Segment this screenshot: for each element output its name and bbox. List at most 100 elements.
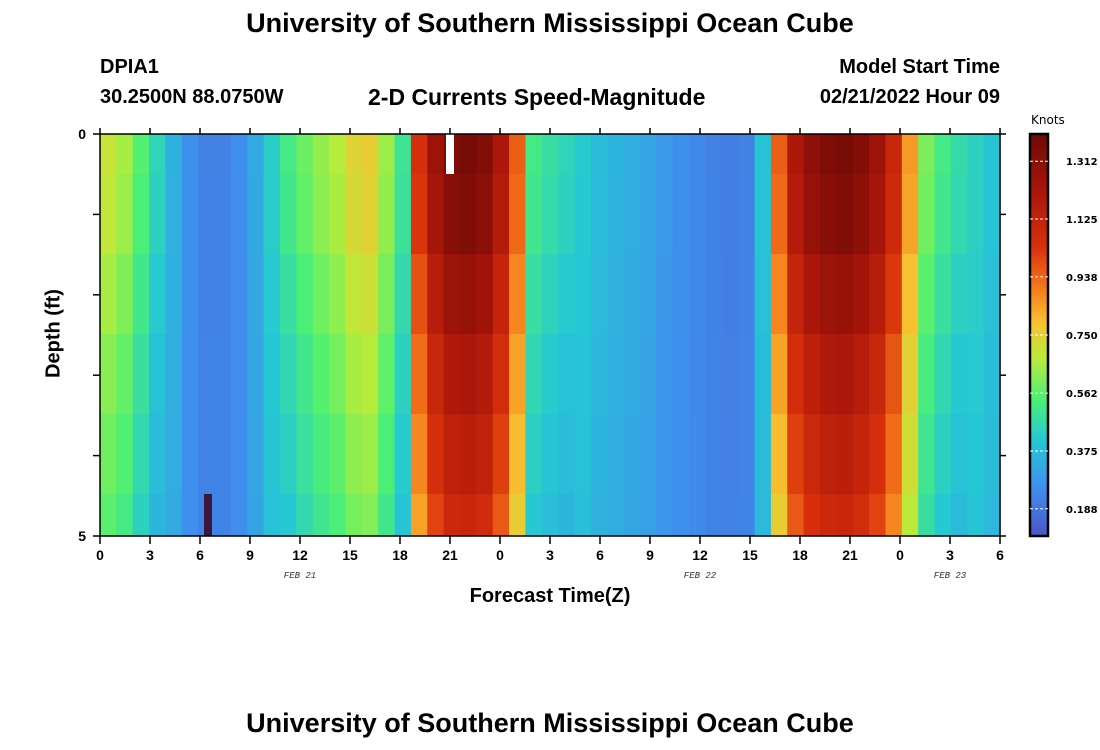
heatmap-cell — [329, 414, 347, 494]
colorbar-tick-label: 0.562 — [1066, 389, 1098, 400]
heatmap-cell — [623, 254, 641, 334]
heatmap-cell — [803, 494, 821, 536]
heatmap-cell — [181, 174, 199, 254]
heatmap-cell — [950, 414, 968, 494]
heatmap-cell — [558, 334, 576, 414]
heatmap-cell — [836, 334, 854, 414]
heatmap-cell — [165, 254, 183, 334]
heatmap-cell — [623, 174, 641, 254]
heatmap-cell — [607, 334, 625, 414]
heatmap-cell — [263, 134, 281, 174]
heatmap-cell — [820, 174, 837, 254]
heatmap-cell — [230, 494, 248, 536]
heatmap-cell — [230, 174, 248, 254]
heatmap-cell — [165, 134, 183, 174]
heatmap-cell — [901, 414, 919, 494]
heatmap-cell — [312, 334, 330, 414]
heatmap-cell — [918, 174, 936, 254]
heatmap-cell — [165, 494, 183, 536]
heatmap-cell — [492, 174, 510, 254]
heatmap-cell — [836, 254, 854, 334]
heatmap-cell — [656, 254, 674, 334]
heatmap-cell — [950, 254, 968, 334]
heatmap-cell — [754, 414, 772, 494]
heatmap-cell — [329, 174, 347, 254]
heatmap-cell — [852, 414, 870, 494]
bottom-marker — [204, 494, 212, 536]
heatmap-cell — [214, 174, 232, 254]
heatmap-cell — [100, 254, 117, 334]
heatmap-cell — [280, 134, 297, 174]
heatmap-cell — [705, 254, 723, 334]
heatmap-cell — [656, 494, 674, 536]
heatmap-cell — [820, 414, 837, 494]
heatmap-cell — [983, 334, 1001, 414]
colorbar-units: Knots — [1031, 113, 1065, 127]
heatmap-cell — [492, 334, 510, 414]
heatmap-cell — [590, 174, 608, 254]
heatmap-cell — [558, 174, 576, 254]
heatmap-cell — [427, 254, 445, 334]
station-id: DPIA1 — [100, 56, 159, 78]
x-tick-label: 18 — [392, 547, 408, 563]
heatmap-cell — [672, 174, 690, 254]
heatmap-cell — [967, 174, 985, 254]
heatmap-cell — [852, 174, 870, 254]
heatmap-cell — [427, 494, 445, 536]
heatmap-cell — [803, 254, 821, 334]
heatmap-cell — [918, 494, 936, 536]
heatmap-cell — [443, 494, 461, 536]
heatmap-cell — [149, 414, 167, 494]
heatmap-cell — [247, 254, 265, 334]
heatmap-cell — [198, 414, 216, 494]
heatmap-cell — [770, 414, 788, 494]
date-label: FEB 21 — [284, 571, 316, 581]
heatmap-cell — [230, 414, 248, 494]
heatmap-cell — [394, 494, 412, 536]
x-ticks: 0 3 6 9 12 15 18 21 0 3 6 9 12 15 18 21 0 3 6 FEB 21 FEB 22 F… — [96, 128, 1004, 581]
heatmap-cell — [214, 254, 232, 334]
heatmap-cell — [590, 134, 608, 174]
heatmap-cell — [558, 494, 576, 536]
heatmap-cells — [100, 134, 1001, 536]
x-tick-label: 15 — [742, 547, 758, 563]
y-tick-label: 0 — [78, 126, 86, 142]
heatmap-cell — [460, 134, 477, 174]
heatmap-cell — [885, 494, 903, 536]
heatmap-cell — [509, 134, 527, 174]
heatmap-cell — [754, 494, 772, 536]
heatmap-cell — [754, 334, 772, 414]
heatmap-cell — [476, 174, 494, 254]
heatmap-cell — [967, 334, 985, 414]
heatmap-cell — [198, 334, 216, 414]
heatmap-cell — [640, 174, 657, 254]
heatmap-cell — [738, 254, 756, 334]
heatmap-cell — [361, 174, 379, 254]
heatmap-cell — [770, 334, 788, 414]
heatmap-cell — [312, 174, 330, 254]
heatmap-cell — [689, 134, 707, 174]
heatmap-cell — [738, 334, 756, 414]
x-tick-label: 9 — [646, 547, 654, 563]
heatmap-cell — [525, 174, 543, 254]
heatmap-cell — [640, 334, 657, 414]
heatmap-cell — [394, 254, 412, 334]
heatmap-cell — [967, 414, 985, 494]
heatmap-cell — [525, 134, 543, 174]
heatmap-cell — [378, 414, 396, 494]
heatmap-cell — [476, 414, 494, 494]
heatmap-cell — [901, 254, 919, 334]
heatmap-cell — [770, 174, 788, 254]
heatmap-cell — [509, 414, 527, 494]
heatmap-cell — [934, 414, 952, 494]
heatmap-cell — [263, 494, 281, 536]
heatmap-cell — [443, 254, 461, 334]
heatmap-cell — [280, 254, 297, 334]
heatmap-cell — [509, 494, 527, 536]
heatmap-cell — [967, 134, 985, 174]
heatmap-cell — [967, 494, 985, 536]
heatmap-cell — [345, 174, 363, 254]
heatmap-cell — [149, 174, 167, 254]
heatmap-cell — [345, 494, 363, 536]
heatmap-cell — [476, 494, 494, 536]
